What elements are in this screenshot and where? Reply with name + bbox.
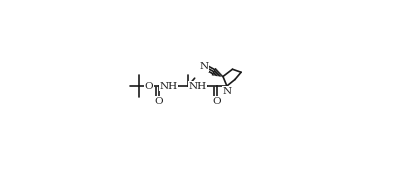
Text: O: O bbox=[213, 97, 222, 106]
Text: NH: NH bbox=[159, 82, 178, 90]
Text: O: O bbox=[155, 97, 163, 106]
Text: N: N bbox=[199, 62, 208, 71]
Text: N: N bbox=[222, 87, 232, 96]
Text: O: O bbox=[145, 82, 153, 90]
Text: NH: NH bbox=[189, 82, 207, 90]
